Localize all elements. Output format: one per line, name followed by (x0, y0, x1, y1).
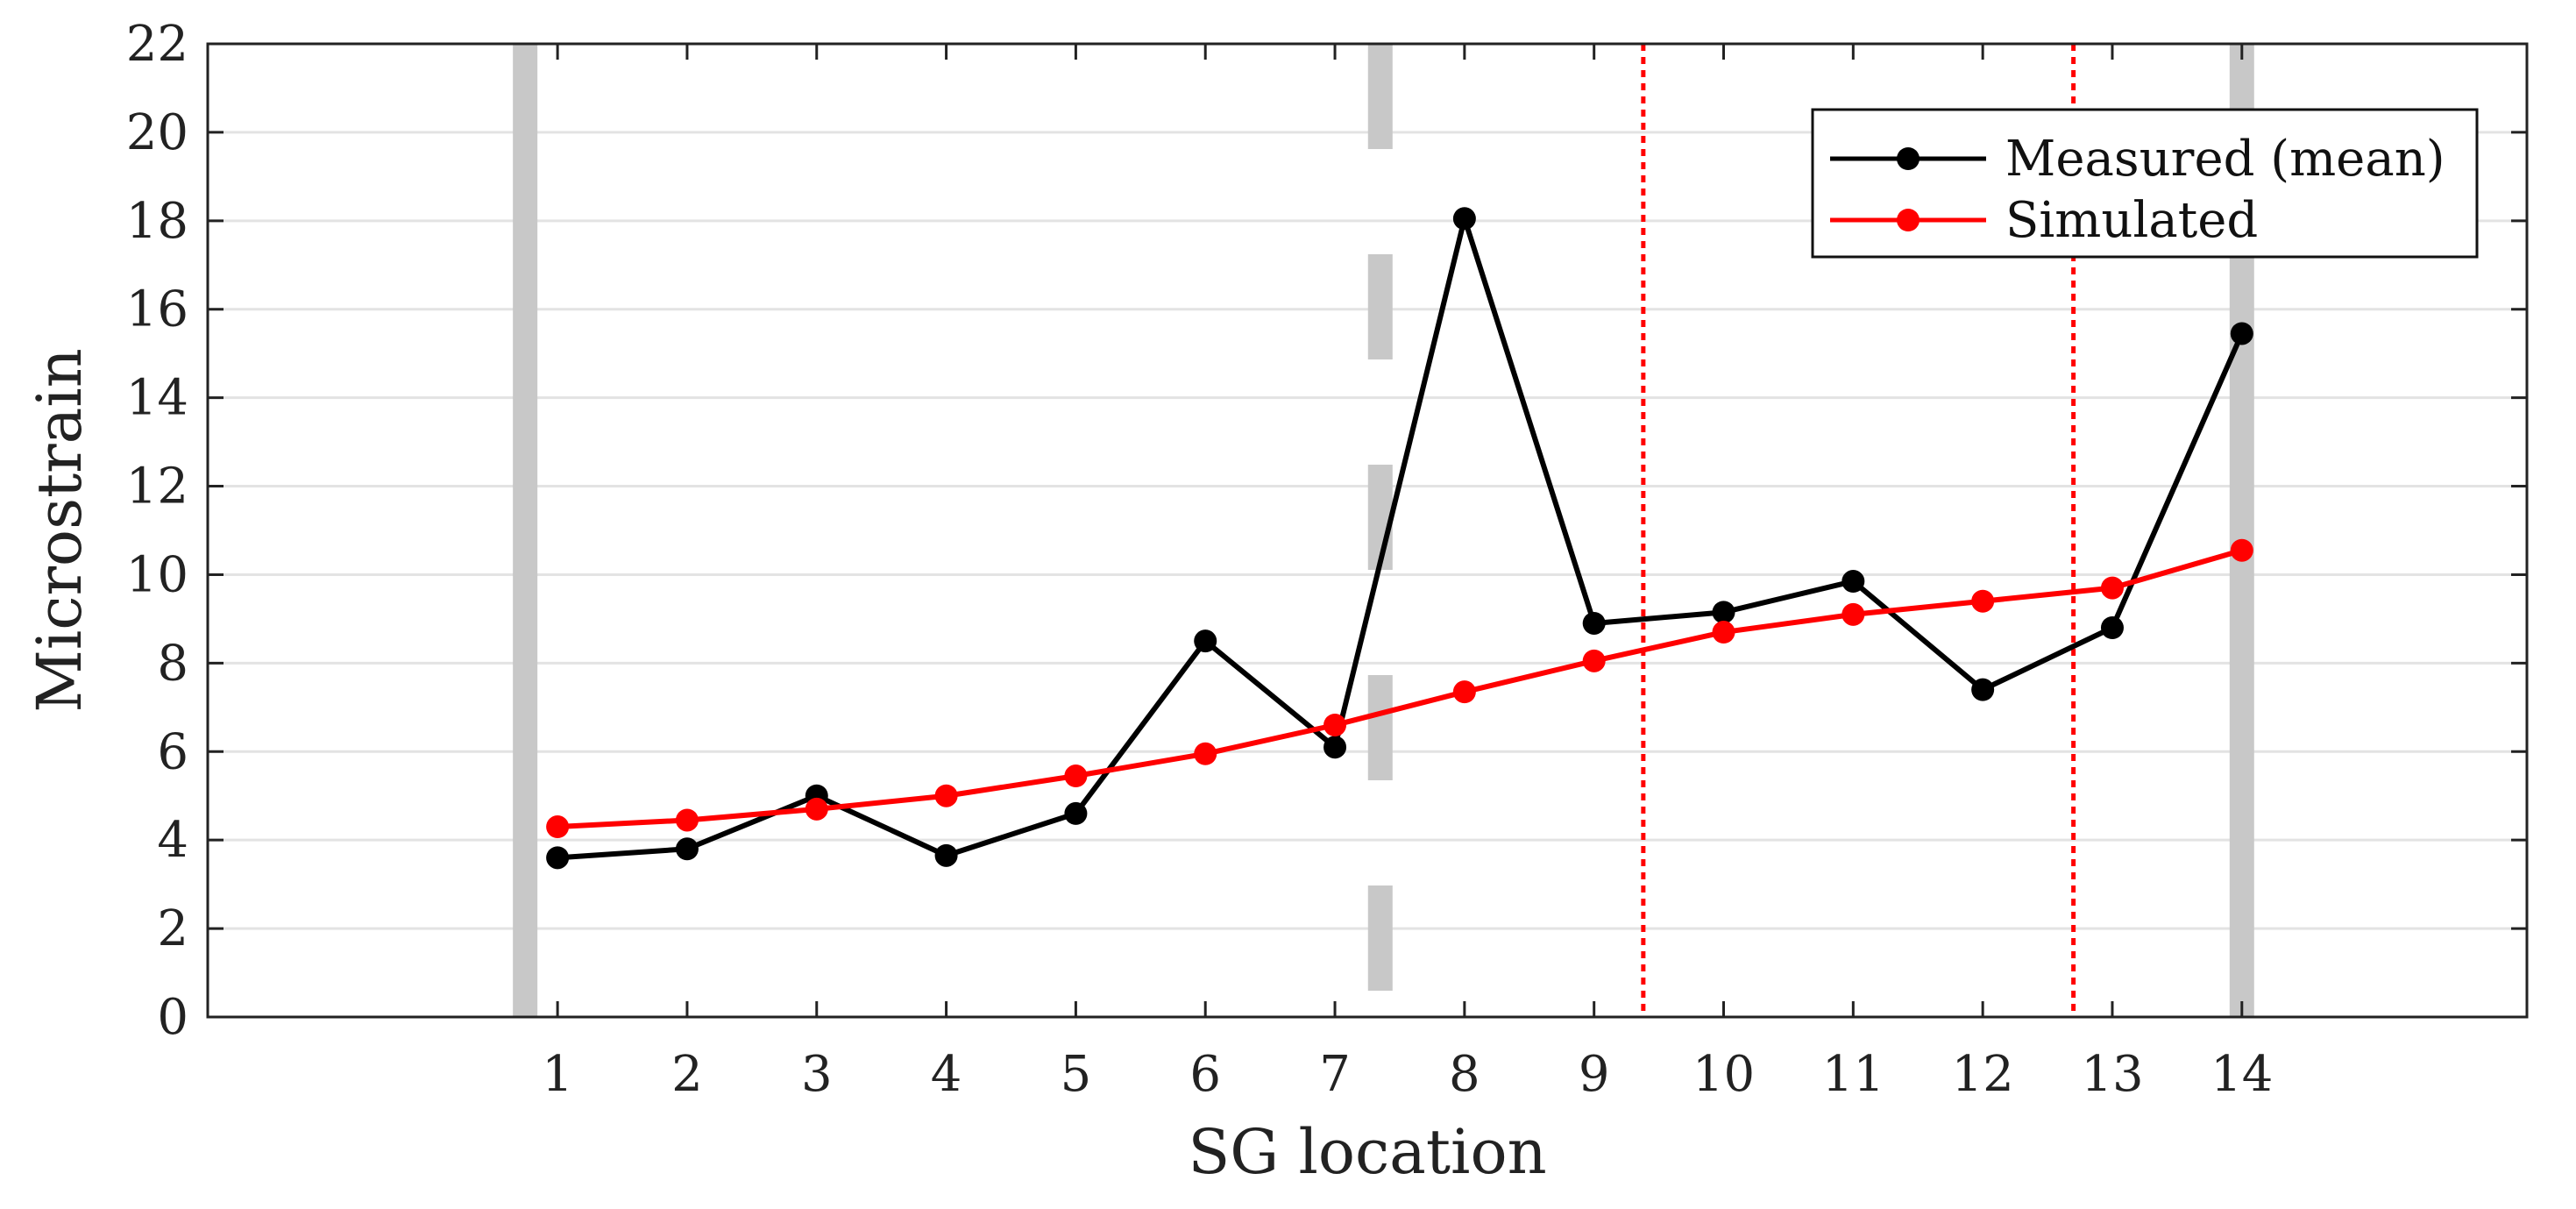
x-tick-label: 4 (931, 1046, 962, 1103)
plot-frame (206, 42, 2529, 1019)
x-tick-label: 11 (1822, 1046, 1884, 1103)
x-tick-label: 14 (2211, 1046, 2273, 1103)
data-point (1582, 649, 1606, 672)
y-tick-label: 0 (157, 989, 188, 1046)
data-point (1452, 680, 1476, 704)
data-point (1323, 736, 1347, 759)
data-point (1064, 801, 1088, 825)
y-axis-label: Microstrain (24, 348, 96, 713)
data-point (1712, 621, 1735, 644)
data-point (675, 837, 699, 861)
data-point (2100, 576, 2124, 600)
legend-marker-simulated (1897, 209, 1920, 231)
series-group (546, 207, 2253, 870)
y-tick-label: 4 (157, 812, 188, 869)
legend: Measured (mean) Simulated (1811, 108, 2479, 259)
x-tick-label: 3 (801, 1046, 833, 1103)
y-tick-label: 6 (157, 723, 188, 780)
x-tick-label: 1 (542, 1046, 573, 1103)
data-point (1194, 629, 1217, 653)
x-tick-label: 13 (2081, 1046, 2143, 1103)
data-point (934, 843, 958, 867)
legend-box (1811, 108, 2479, 259)
data-point (2230, 538, 2253, 562)
series-measured (546, 207, 2253, 870)
x-tick-label: 5 (1061, 1046, 1092, 1103)
y-tick-label: 20 (126, 104, 188, 161)
data-point (675, 808, 699, 832)
series-line (557, 216, 2245, 861)
x-tick-label: 7 (1319, 1046, 1351, 1103)
x-tick-label: 6 (1189, 1046, 1221, 1103)
y-tick-label: 8 (157, 635, 188, 692)
legend-marker-measured (1897, 147, 1920, 170)
series-simulated (546, 538, 2253, 839)
data-point (2100, 616, 2124, 639)
series-line (557, 547, 2243, 830)
data-point (1064, 765, 1088, 788)
data-point (934, 784, 958, 807)
y-tick-label: 18 (126, 193, 188, 250)
data-point (1712, 601, 1735, 624)
legend-entry-measured: Measured (mean) (2005, 131, 2445, 188)
data-point (546, 846, 570, 870)
data-point (2230, 322, 2253, 345)
data-point (1971, 678, 1995, 701)
x-axis-label: SG location (1188, 1116, 1546, 1188)
data-point (1194, 742, 1217, 765)
x-tick-label: 12 (1952, 1046, 2014, 1103)
y-tick-label: 22 (126, 16, 188, 73)
x-tick-label: 9 (1579, 1046, 1610, 1103)
data-point (805, 797, 828, 821)
y-tick-label: 16 (126, 281, 188, 338)
legend-entry-simulated: Simulated (2005, 192, 2258, 249)
x-tick-label: 8 (1449, 1046, 1480, 1103)
data-point (1971, 589, 1995, 613)
y-tick-label: 10 (126, 546, 188, 603)
x-tick-label: 2 (671, 1046, 703, 1103)
y-tick-label: 12 (126, 459, 188, 516)
y-tick-label: 14 (126, 370, 188, 427)
y-tick-label: 2 (157, 900, 188, 957)
data-point (546, 815, 570, 839)
data-point (1842, 602, 1865, 626)
data-point (1323, 714, 1347, 736)
data-point (1842, 570, 1865, 594)
data-point (1582, 611, 1606, 635)
data-point (1452, 207, 1476, 231)
x-tick-label: 10 (1692, 1046, 1755, 1103)
